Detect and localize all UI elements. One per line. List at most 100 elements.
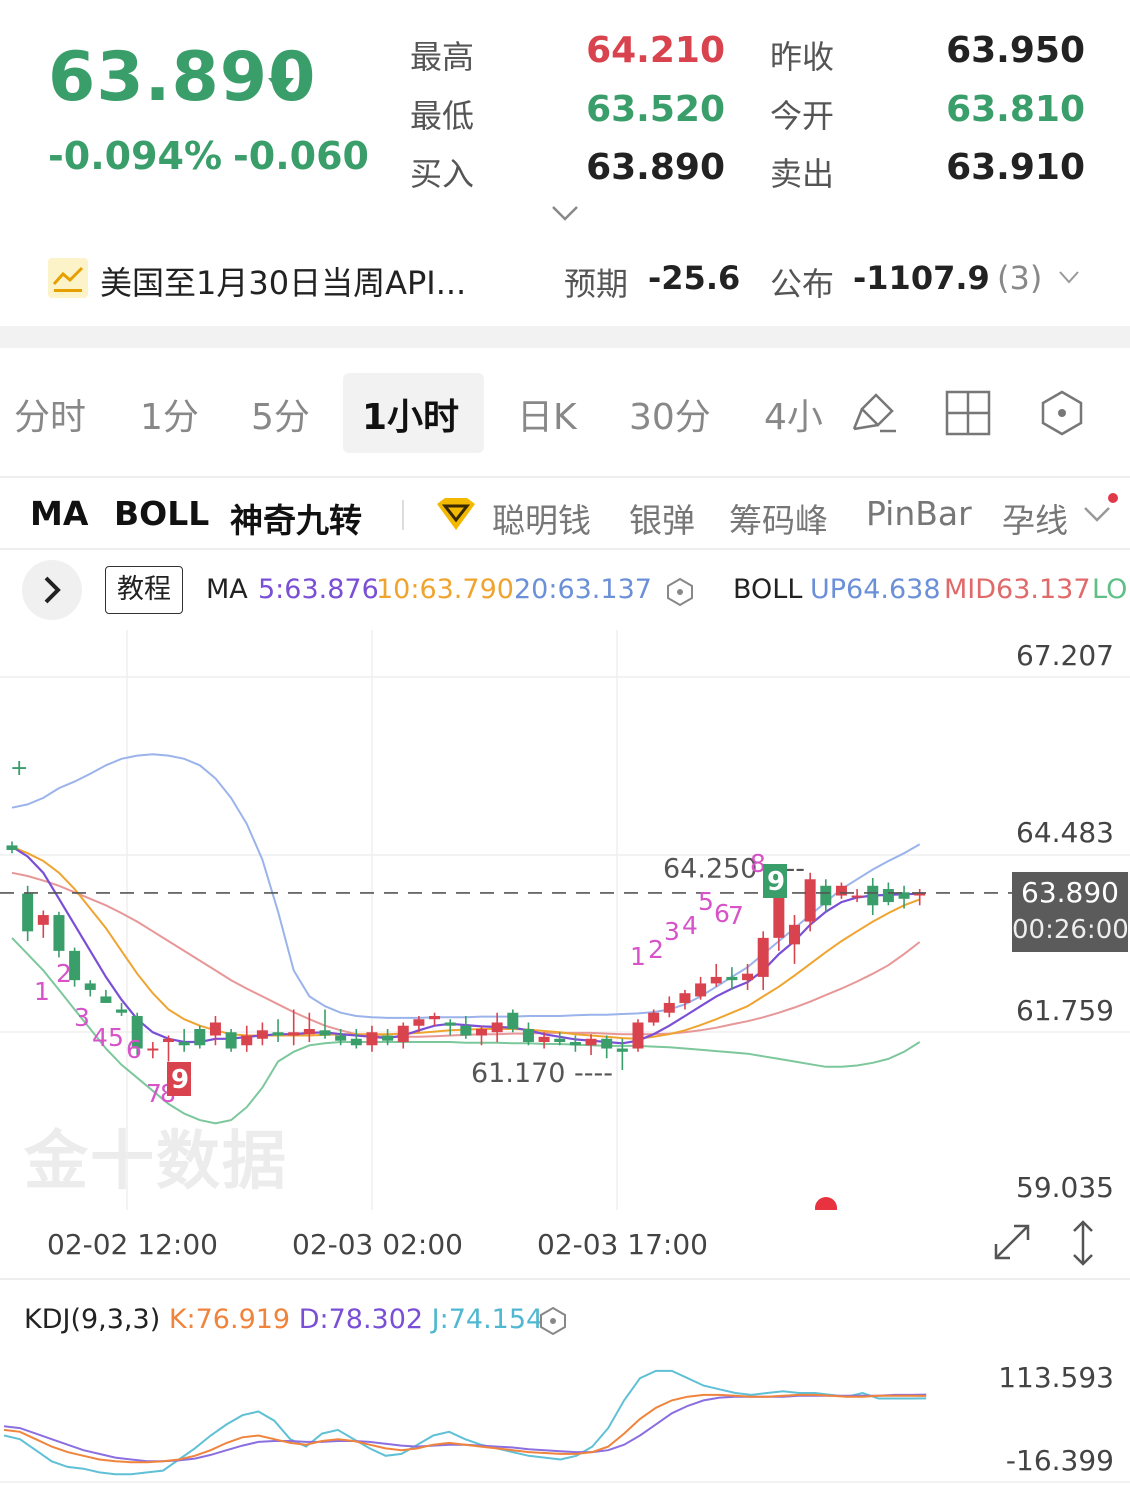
divider xyxy=(402,500,404,530)
expected-value: -25.6 xyxy=(648,259,741,297)
quote-field-label: 卖出 xyxy=(770,155,835,193)
ma5-value: 5:63.876 xyxy=(258,574,379,605)
candle-body xyxy=(804,879,816,922)
settings-hexagon-icon[interactable] xyxy=(1038,389,1086,437)
indicator-inside-bar[interactable]: 孕线 xyxy=(1002,501,1068,540)
td-nine-badge xyxy=(763,864,787,898)
notification-dot xyxy=(1108,493,1118,503)
candle-body xyxy=(319,1030,331,1036)
candle-body xyxy=(695,983,707,997)
kdj-d-line xyxy=(3,1393,927,1463)
indicator-silver-bullet[interactable]: 银弹 xyxy=(629,501,695,540)
candle-body xyxy=(413,1019,425,1026)
indicator-td9[interactable]: 神奇九转 xyxy=(230,501,362,540)
candle-body xyxy=(569,1042,581,1046)
candle-body xyxy=(882,889,894,903)
candle-body xyxy=(898,892,910,899)
candle-body xyxy=(366,1032,378,1046)
fullscreen-icon[interactable] xyxy=(990,1220,1034,1264)
quote-field-label: 最高 xyxy=(410,38,475,76)
quote-field-label: 买入 xyxy=(410,155,475,193)
candle-body xyxy=(69,950,81,981)
boll-lower-line xyxy=(11,937,921,1125)
candle-body xyxy=(84,983,96,990)
quote-field-value: 63.910 xyxy=(946,147,1085,188)
layout-grid-icon[interactable] xyxy=(944,389,992,437)
divider xyxy=(0,1278,1130,1280)
candle-body xyxy=(303,1028,315,1035)
watermark: 金十数据 xyxy=(24,1125,288,1199)
td-count-label: 6 xyxy=(126,1035,142,1064)
indicator-boll[interactable]: BOLL xyxy=(114,494,210,533)
td-count-label: 6 xyxy=(714,899,730,928)
candle-body xyxy=(194,1028,206,1046)
candle-body xyxy=(350,1038,362,1046)
cross-marker: + xyxy=(10,756,28,781)
td-count-label: 1 xyxy=(34,977,50,1006)
candle-body xyxy=(22,893,34,932)
candle-body xyxy=(742,973,754,981)
divider xyxy=(0,548,1130,550)
quote-field-value: 64.210 xyxy=(586,30,725,71)
x-tick-label: 02-02 12:00 xyxy=(47,1228,218,1261)
draw-pen-icon[interactable] xyxy=(850,389,898,437)
kdj-y-tick-label: 113.593 xyxy=(998,1361,1114,1394)
td-count-label: 3 xyxy=(664,917,680,946)
expand-panel-button[interactable] xyxy=(22,560,82,620)
chevron-down-icon[interactable] xyxy=(1082,504,1112,524)
candle-body xyxy=(209,1022,221,1036)
indicator-ma[interactable]: MA xyxy=(30,494,89,533)
candle-body xyxy=(554,1038,566,1043)
tab-1min[interactable]: 1分 xyxy=(140,397,199,438)
td-count-label: 3 xyxy=(74,1003,90,1032)
candle-body xyxy=(288,1032,300,1036)
event-title[interactable]: 美国至1月30日当周API... xyxy=(100,264,467,302)
td-count-label: 7 xyxy=(728,901,744,930)
indicator-smart-money[interactable]: 聪明钱 xyxy=(492,501,591,540)
candle-body xyxy=(773,895,785,938)
tab-4hour[interactable]: 4小 xyxy=(764,397,823,438)
tutorial-button[interactable]: 教程 xyxy=(105,566,183,614)
tab-30min[interactable]: 30分 xyxy=(629,397,711,438)
tab-intraday[interactable]: 分时 xyxy=(14,397,87,438)
candle-body xyxy=(444,1022,456,1026)
boll-legend-label: BOLL xyxy=(733,574,803,605)
td-nine-label: 9 xyxy=(171,1065,189,1095)
tab-1hour[interactable]: 1小时 xyxy=(362,397,460,438)
settings-hexagon-icon[interactable] xyxy=(538,1306,568,1336)
indicator-chip-peak[interactable]: 筹码峰 xyxy=(729,501,828,540)
settings-hexagon-icon[interactable] xyxy=(665,577,695,607)
ma10-value: 10:63.790 xyxy=(376,574,514,605)
candle-body xyxy=(820,885,832,906)
quote-field-value: 63.890 xyxy=(586,147,725,188)
vertical-resize-icon[interactable] xyxy=(1068,1218,1098,1268)
published-value: -1107.9 xyxy=(853,259,990,297)
candle-body xyxy=(131,1015,143,1049)
kdj-j-line xyxy=(3,1369,927,1476)
candle-body xyxy=(757,937,769,977)
chevron-down-icon[interactable] xyxy=(1058,270,1080,284)
candle-body xyxy=(256,1030,268,1039)
candle-body xyxy=(335,1035,347,1041)
kdj-j-value: J:74.154 xyxy=(431,1304,544,1335)
indicator-pinbar[interactable]: PinBar xyxy=(866,494,972,533)
diamond-vip-icon xyxy=(437,498,475,530)
candle-body xyxy=(272,1032,284,1036)
kdj-chart[interactable] xyxy=(0,1340,1130,1485)
candle-body xyxy=(789,924,800,945)
candle-body xyxy=(914,892,926,896)
tab-5min[interactable]: 5分 xyxy=(251,397,310,438)
candle-body xyxy=(538,1036,550,1043)
candle-body xyxy=(476,1028,487,1036)
tab-daily[interactable]: 日K xyxy=(517,397,577,438)
y-tick-label: 67.207 xyxy=(1016,639,1114,672)
event-count[interactable]: (3) xyxy=(997,259,1043,297)
chevron-down-icon[interactable] xyxy=(551,203,579,223)
expected-label: 预期 xyxy=(564,265,629,303)
candlestick-chart[interactable]: 64.250 ----61.170 ----123456789123456789… xyxy=(0,630,1130,1210)
candle-body xyxy=(726,976,738,981)
boll-low-value: LO xyxy=(1092,574,1128,605)
td-count-label: 2 xyxy=(56,959,72,988)
x-tick-label: 02-03 02:00 xyxy=(292,1228,463,1261)
td-count-label: 5 xyxy=(698,887,714,916)
